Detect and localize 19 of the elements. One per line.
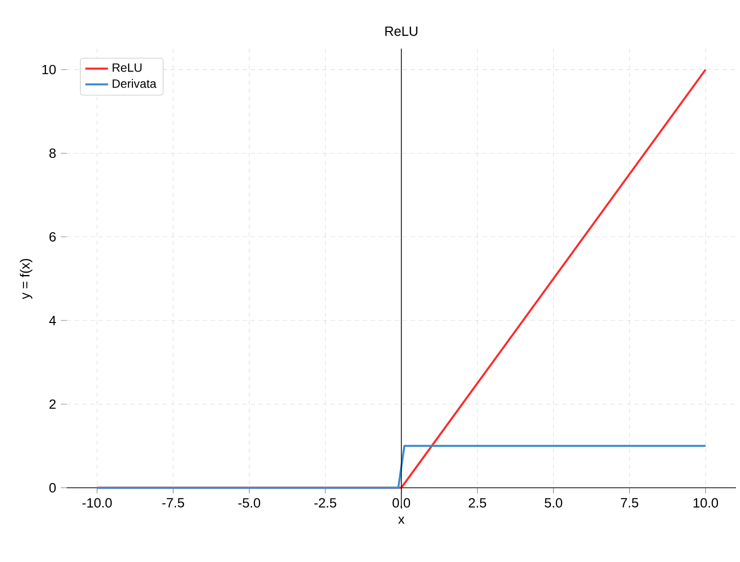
y-tick-label: 8 [49,148,56,158]
x-tick-label: -2.5 [314,498,336,508]
x-tick-label: 2.5 [468,498,486,508]
x-tick-label: -10.0 [82,498,112,508]
y-tick-label: 4 [49,316,56,326]
chart-title: ReLU [385,26,418,36]
y-axis-title: y = f(x) [20,258,32,300]
y-tick-label: 2 [50,399,56,409]
y-tick-label: 6 [50,232,56,242]
x-axis-title: x [398,516,405,524]
legend-label: ReLU [112,63,142,72]
x-tick-label: -5.0 [238,498,260,508]
x-tick-label: 10.0 [694,498,718,508]
x-tick-label: 5.0 [544,498,562,508]
legend-label: Derivata [112,79,156,88]
x-tick-label: 7.5 [620,498,638,508]
x-tick-label: -7.5 [162,498,184,508]
y-tick-label: 0 [49,483,56,492]
y-tick-label: 10 [42,64,56,74]
